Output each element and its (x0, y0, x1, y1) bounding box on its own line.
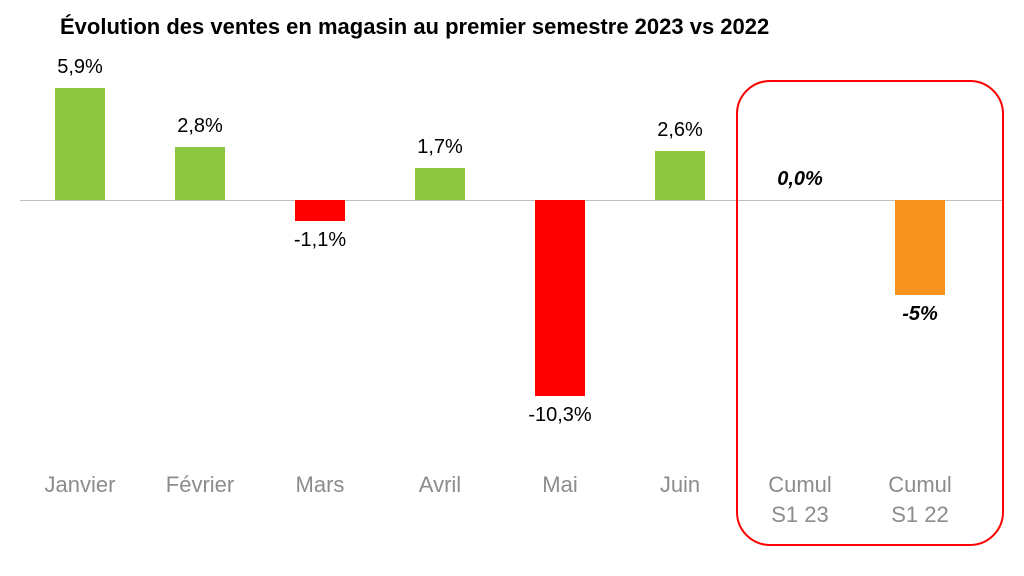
bar-0 (55, 88, 105, 200)
category-label-4: Mai (500, 470, 620, 500)
category-label-3: Avril (380, 470, 500, 500)
category-label-6: CumulS1 23 (740, 470, 860, 529)
chart-title: Évolution des ventes en magasin au premi… (60, 14, 769, 40)
bar-5 (655, 151, 705, 200)
data-label-2: -1,1% (270, 229, 370, 252)
data-label-7: -5% (870, 303, 970, 326)
data-label-1: 2,8% (150, 115, 250, 138)
data-label-3: 1,7% (390, 136, 490, 159)
bar-7 (895, 200, 945, 295)
data-label-0: 5,9% (30, 56, 130, 79)
category-label-1: Février (140, 470, 260, 500)
data-label-4: -10,3% (510, 404, 610, 427)
bar-3 (415, 168, 465, 200)
category-label-2: Mars (260, 470, 380, 500)
category-label-5: Juin (620, 470, 740, 500)
data-label-5: 2,6% (630, 119, 730, 142)
category-label-0: Janvier (20, 470, 140, 500)
data-label-6: 0,0% (750, 168, 850, 191)
bar-2 (295, 200, 345, 221)
sales-evolution-chart: Évolution des ventes en magasin au premi… (0, 0, 1024, 576)
bar-1 (175, 147, 225, 200)
bar-4 (535, 200, 585, 396)
category-label-7: CumulS1 22 (860, 470, 980, 529)
